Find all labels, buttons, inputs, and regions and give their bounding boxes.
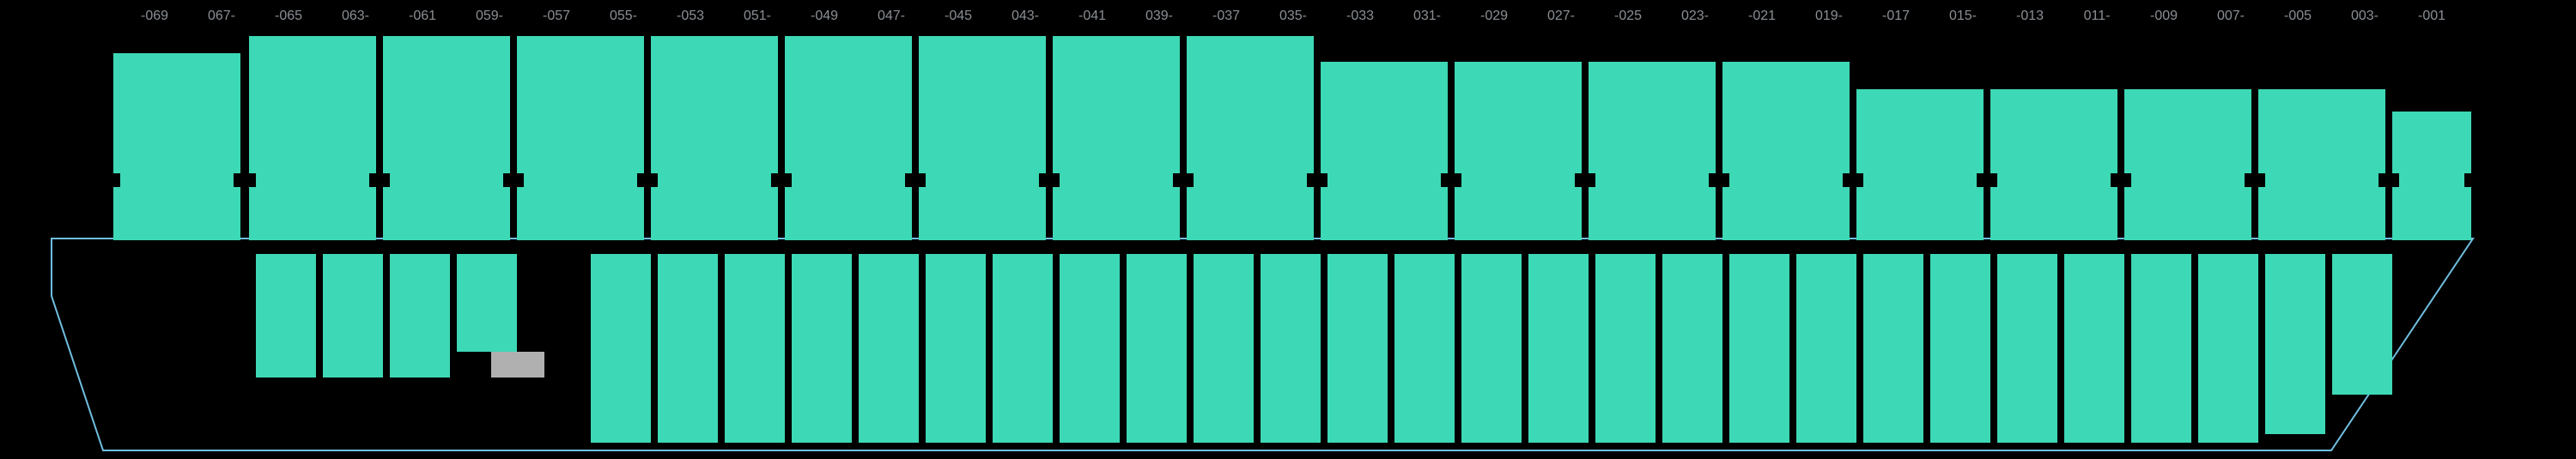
bay-label-017: -017 — [1882, 9, 1910, 24]
hold-slot-005 — [2265, 254, 2325, 434]
bay-label-001: -001 — [2418, 9, 2445, 24]
deck-stack-013-011 — [1990, 89, 2117, 240]
deck-stack-017-015 — [1856, 89, 1984, 240]
hold-slot-047 — [859, 254, 919, 443]
deck-stack-037-035 — [1187, 36, 1314, 240]
bay-label-009: -009 — [2150, 9, 2178, 24]
bay-label-039: 039- — [1145, 9, 1173, 24]
deck-stack-021-019 — [1722, 62, 1850, 240]
bay-label-045: -045 — [945, 9, 972, 24]
deck-stack-061-059 — [383, 36, 510, 240]
hold-slot-007 — [2198, 254, 2258, 443]
deck-stack-045-043 — [919, 36, 1046, 240]
hold-slot-051 — [725, 254, 785, 443]
bay-label-053: -053 — [677, 9, 704, 24]
deck-stack-065-063 — [249, 36, 376, 240]
hold-slot-031 — [1394, 254, 1455, 443]
hold-slot-029 — [1461, 254, 1522, 443]
deck-stack-049-047 — [785, 36, 912, 240]
deck-stack-025-023 — [1589, 62, 1716, 240]
hold-slot-009 — [2131, 254, 2191, 443]
hold-slot-065 — [256, 254, 316, 377]
bay-label-021: -021 — [1748, 9, 1776, 24]
deck-stack-029-027 — [1455, 62, 1582, 240]
hold-slot-011 — [2064, 254, 2124, 443]
bay-label-033: -033 — [1346, 9, 1374, 24]
deck-stack-041-039 — [1053, 36, 1180, 240]
bay-label-061: -061 — [409, 9, 436, 24]
bay-label-063: 063- — [342, 9, 369, 24]
gray-marker — [491, 352, 544, 377]
bay-label-011: 011- — [2084, 9, 2111, 24]
hold-slot-063 — [323, 254, 383, 377]
bay-label-067: 067- — [208, 9, 235, 24]
hold-slot-033 — [1327, 254, 1388, 443]
bay-label-041: -041 — [1078, 9, 1106, 24]
deck-stack-069-067 — [113, 53, 240, 240]
hold-slot-015 — [1930, 254, 1990, 443]
hold-slot-041 — [1060, 254, 1120, 443]
hold-slot-027 — [1528, 254, 1589, 443]
deck-stack-033-031 — [1321, 62, 1448, 240]
bay-label-037: -037 — [1212, 9, 1240, 24]
bay-label-007: 007- — [2217, 9, 2245, 24]
bay-label-057: -057 — [543, 9, 570, 24]
hold-slot-043 — [993, 254, 1053, 443]
bay-label-051: 051- — [744, 9, 771, 24]
bay-label-005: -005 — [2284, 9, 2312, 24]
hold-slot-021 — [1729, 254, 1789, 443]
hold-slot-055 — [591, 254, 651, 443]
deck-stack-001 — [2392, 112, 2471, 240]
bay-label-015: 015- — [1949, 9, 1977, 24]
hold-slot-003 — [2332, 254, 2392, 395]
hold-slot-013 — [1997, 254, 2057, 443]
deck-stack-053-051 — [651, 36, 778, 240]
hold-slot-037 — [1194, 254, 1254, 443]
bay-label-025: -025 — [1614, 9, 1642, 24]
bay-label-029: -029 — [1480, 9, 1508, 24]
hold-slot-059 — [457, 254, 517, 352]
hold-slot-061 — [390, 254, 450, 377]
bay-label-059: 059- — [476, 9, 503, 24]
bay-label-013: -013 — [2016, 9, 2044, 24]
hold-slot-035 — [1261, 254, 1321, 443]
bay-label-003: 003- — [2351, 9, 2379, 24]
bay-label-065: -065 — [275, 9, 302, 24]
bay-label-019: 019- — [1815, 9, 1843, 24]
bay-label-031: 031- — [1413, 9, 1441, 24]
deck-stack-009-007 — [2124, 89, 2251, 240]
bay-label-043: 043- — [1012, 9, 1039, 24]
hold-slot-045 — [926, 254, 986, 443]
deck-stack-057-055 — [517, 36, 644, 240]
bay-label-035: 035- — [1279, 9, 1307, 24]
bay-label-049: -049 — [811, 9, 838, 24]
bay-label-023: 023- — [1681, 9, 1709, 24]
hold-slot-019 — [1796, 254, 1856, 443]
hold-slot-017 — [1863, 254, 1923, 443]
bay-label-047: 047- — [878, 9, 905, 24]
hold-slot-023 — [1662, 254, 1722, 443]
hold-slot-025 — [1595, 254, 1656, 443]
deck-stack-005-003 — [2258, 89, 2385, 240]
bay-label-027: 027- — [1547, 9, 1575, 24]
bay-label-055: 055- — [610, 9, 637, 24]
hold-slot-049 — [792, 254, 852, 443]
hold-slot-039 — [1127, 254, 1187, 443]
ship-bay-diagram: -069 067- -065 063- -061 059- -057 055- -053 051-… — [0, 0, 2576, 459]
hold-slot-053 — [658, 254, 718, 443]
bay-label-069: -069 — [141, 9, 168, 24]
